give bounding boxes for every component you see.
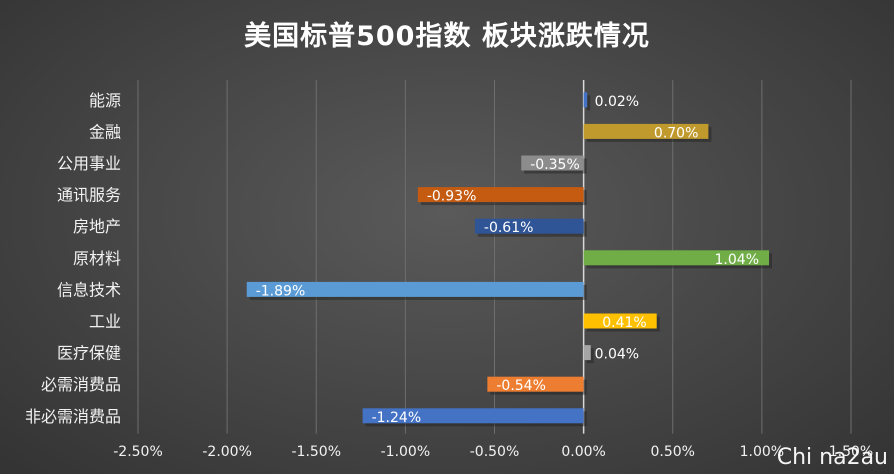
x-tick-label: -0.50% [470, 444, 520, 460]
data-label: -1.24% [372, 410, 422, 426]
category-label: 能源 [89, 91, 121, 110]
data-label: -0.54% [496, 378, 546, 394]
bar [583, 92, 588, 108]
watermark-text: Chi na2au [776, 445, 888, 470]
category-label: 金融 [89, 122, 121, 141]
category-label: 公用事业 [57, 154, 121, 173]
x-tick-label: 0.50% [651, 444, 695, 460]
bar [583, 250, 770, 266]
x-tick-label: -2.00% [202, 444, 252, 460]
data-label: 1.04% [715, 252, 759, 268]
data-label: -0.61% [484, 220, 534, 236]
data-label: 0.02% [595, 94, 639, 110]
bar [246, 281, 584, 297]
category-label: 工业 [89, 312, 121, 331]
category-label: 房地产 [73, 217, 121, 236]
bar [583, 123, 709, 139]
data-label: -1.89% [256, 283, 306, 299]
category-label: 非必需消费品 [25, 407, 121, 426]
x-tick-label: 0.00% [561, 444, 605, 460]
data-label: 0.41% [602, 315, 646, 331]
category-label: 信息技术 [57, 280, 121, 299]
bar [583, 345, 591, 361]
data-label: 0.70% [654, 125, 698, 141]
data-label: 0.04% [595, 347, 639, 363]
x-tick-label: 1.50% [829, 444, 873, 460]
bar [487, 376, 584, 392]
data-label: -0.35% [530, 157, 580, 173]
x-tick-label: -1.00% [381, 444, 431, 460]
category-label: 原材料 [73, 249, 121, 268]
category-label: 医疗保健 [57, 344, 121, 363]
bar-shadow [586, 95, 591, 111]
bar [583, 313, 657, 329]
x-tick-label: -1.50% [291, 444, 341, 460]
x-tick-label: -2.50% [113, 444, 163, 460]
category-label: 必需消费品 [41, 375, 121, 394]
category-label: 通讯服务 [57, 186, 121, 205]
bar [362, 408, 584, 424]
bar [521, 155, 584, 171]
data-label: -0.93% [427, 189, 477, 205]
bar [474, 218, 584, 234]
bar [417, 187, 584, 203]
chart-title: 美国标普500指数 板块涨跌情况 [244, 21, 650, 52]
x-tick-label: 1.00% [740, 444, 784, 460]
